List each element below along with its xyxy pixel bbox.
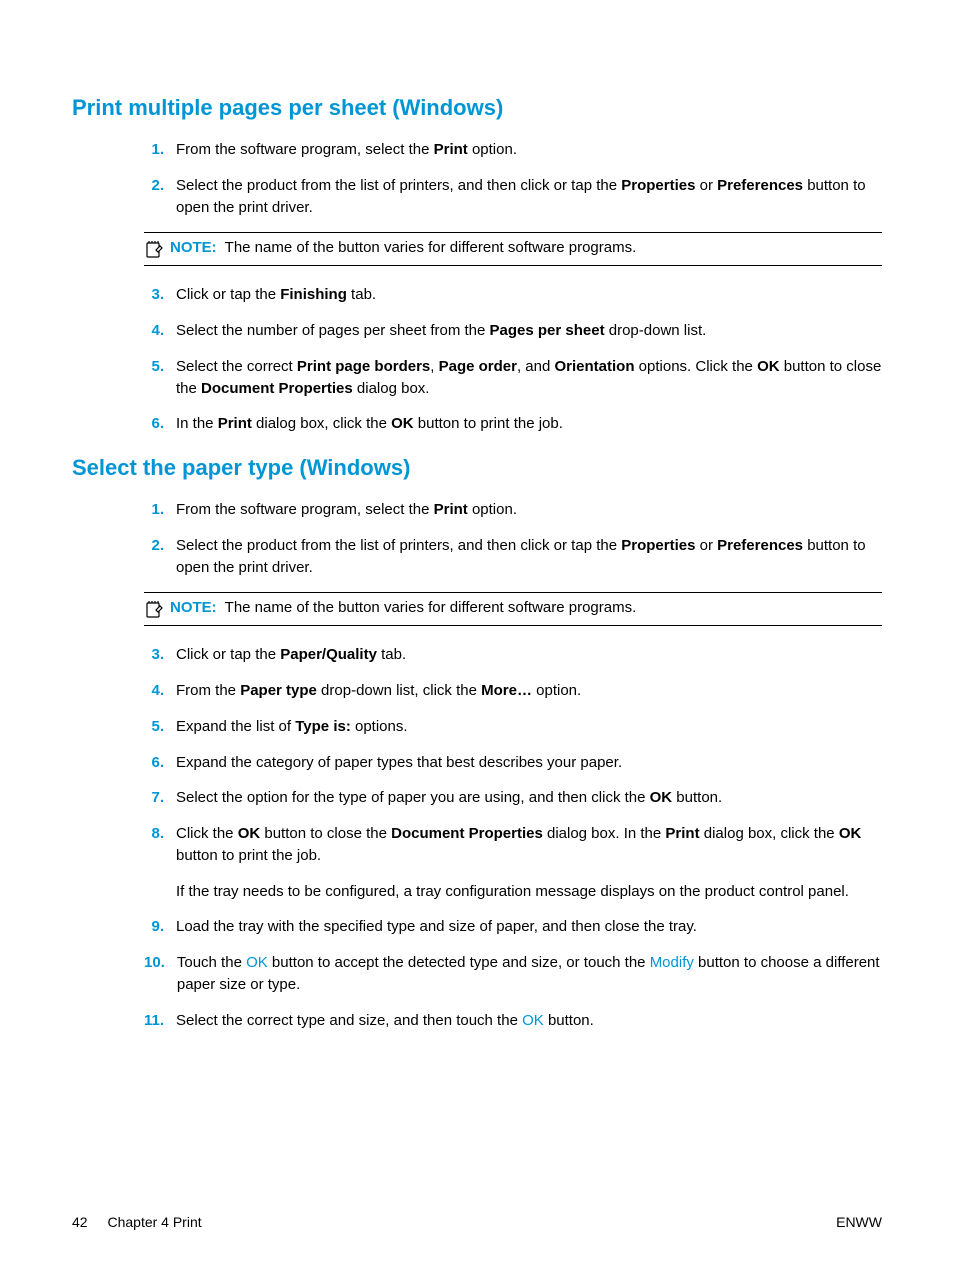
- note-icon: [144, 239, 164, 259]
- step-text: Select the correct Print page borders, P…: [176, 356, 882, 400]
- list-item: 11. Select the correct type and size, an…: [144, 1010, 882, 1032]
- step-number: 2.: [144, 175, 176, 197]
- section2-list: 1. From the software program, select the…: [144, 499, 882, 578]
- list-item: 5. Select the correct Print page borders…: [144, 356, 882, 400]
- step-text: Expand the category of paper types that …: [176, 752, 882, 774]
- step-number: 5.: [144, 716, 176, 738]
- list-item: 6. Expand the category of paper types th…: [144, 752, 882, 774]
- note-box: NOTE: The name of the button varies for …: [144, 232, 882, 266]
- step-text: Click or tap the Paper/Quality tab.: [176, 644, 882, 666]
- step-number: 3.: [144, 284, 176, 306]
- list-item: 3. Click or tap the Paper/Quality tab.: [144, 644, 882, 666]
- chapter-label: Chapter 4 Print: [107, 1214, 201, 1230]
- step-text: Expand the list of Type is: options.: [176, 716, 882, 738]
- list-item: 1. From the software program, select the…: [144, 499, 882, 521]
- list-item: 6. In the Print dialog box, click the OK…: [144, 413, 882, 435]
- step-number: 5.: [144, 356, 176, 378]
- page-number: 42: [72, 1214, 88, 1230]
- list-item: 9. Load the tray with the specified type…: [144, 916, 882, 938]
- step-text: From the Paper type drop-down list, clic…: [176, 680, 882, 702]
- step-number: 3.: [144, 644, 176, 666]
- step-text: From the software program, select the Pr…: [176, 139, 882, 161]
- step-text: Load the tray with the specified type an…: [176, 916, 882, 938]
- list-item: 5. Expand the list of Type is: options.: [144, 716, 882, 738]
- step-text: Select the option for the type of paper …: [176, 787, 882, 809]
- step-text: Select the correct type and size, and th…: [176, 1010, 882, 1032]
- step-text: From the software program, select the Pr…: [176, 499, 882, 521]
- note-label: NOTE:: [170, 599, 217, 616]
- section2-list-cont: 3. Click or tap the Paper/Quality tab. 4…: [144, 644, 882, 1031]
- page-footer: 42 Chapter 4 Print ENWW: [72, 1214, 882, 1230]
- step-number: 2.: [144, 535, 176, 557]
- step-number: 1.: [144, 139, 176, 161]
- list-item: 4. From the Paper type drop-down list, c…: [144, 680, 882, 702]
- step-text: Select the product from the list of prin…: [176, 175, 882, 219]
- section-heading-multiple-pages: Print multiple pages per sheet (Windows): [72, 95, 882, 121]
- list-item: 2. Select the product from the list of p…: [144, 535, 882, 579]
- note-icon: [144, 599, 164, 619]
- list-item: 7. Select the option for the type of pap…: [144, 787, 882, 809]
- step-number: 11.: [144, 1010, 176, 1032]
- section-heading-paper-type: Select the paper type (Windows): [72, 455, 882, 481]
- step-text: Click or tap the Finishing tab.: [176, 284, 882, 306]
- step-text: In the Print dialog box, click the OK bu…: [176, 413, 882, 435]
- step-number: 10.: [144, 952, 177, 974]
- step-text: Select the product from the list of prin…: [176, 535, 882, 579]
- step-text: Touch the OK button to accept the detect…: [177, 952, 882, 996]
- step-number: 7.: [144, 787, 176, 809]
- note-text: The name of the button varies for differ…: [225, 239, 882, 256]
- step-number: 8.: [144, 823, 176, 845]
- list-item: 3. Click or tap the Finishing tab.: [144, 284, 882, 306]
- step-number: 9.: [144, 916, 176, 938]
- note-label: NOTE:: [170, 239, 217, 256]
- step-text: Click the OK button to close the Documen…: [176, 823, 882, 902]
- step-number: 4.: [144, 320, 176, 342]
- list-item: 10. Touch the OK button to accept the de…: [144, 952, 882, 996]
- list-item: 8. Click the OK button to close the Docu…: [144, 823, 882, 902]
- list-item: 1. From the software program, select the…: [144, 139, 882, 161]
- section1-list: 1. From the software program, select the…: [144, 139, 882, 218]
- note-box: NOTE: The name of the button varies for …: [144, 592, 882, 626]
- step-text: Select the number of pages per sheet fro…: [176, 320, 882, 342]
- list-item: 4. Select the number of pages per sheet …: [144, 320, 882, 342]
- step-extra-text: If the tray needs to be configured, a tr…: [176, 881, 882, 903]
- step-number: 6.: [144, 413, 176, 435]
- footer-left: 42 Chapter 4 Print: [72, 1214, 202, 1230]
- step-number: 4.: [144, 680, 176, 702]
- footer-right: ENWW: [836, 1214, 882, 1230]
- list-item: 2. Select the product from the list of p…: [144, 175, 882, 219]
- section1-list-cont: 3. Click or tap the Finishing tab. 4. Se…: [144, 284, 882, 435]
- step-number: 1.: [144, 499, 176, 521]
- note-text: The name of the button varies for differ…: [225, 599, 882, 616]
- step-number: 6.: [144, 752, 176, 774]
